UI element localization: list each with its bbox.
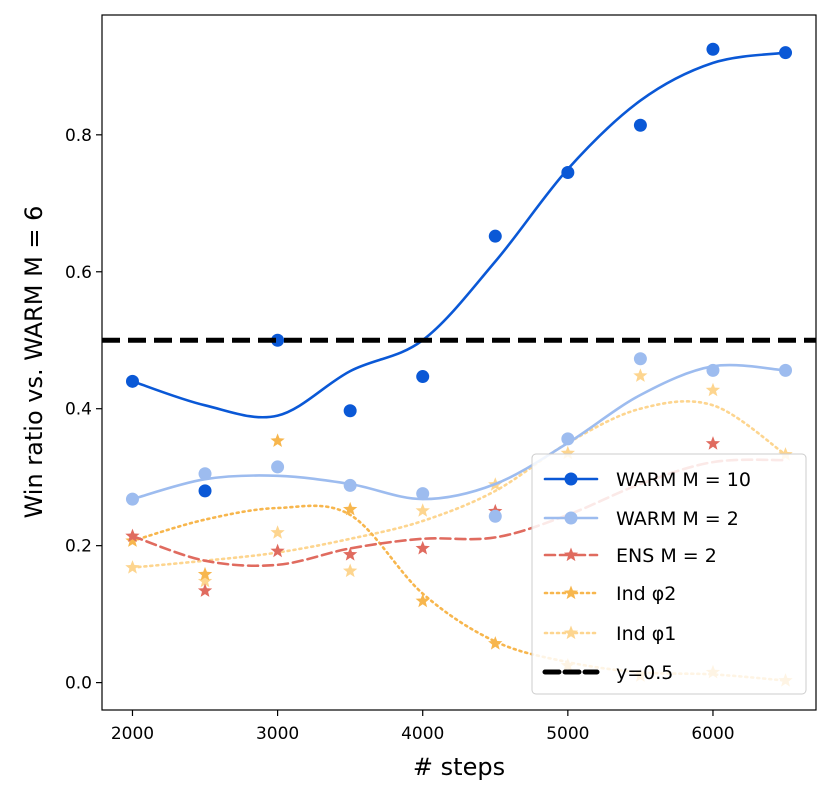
x-tick-label: 6000 (691, 724, 734, 744)
series-4-point (560, 445, 575, 460)
series-4-line (131, 400, 787, 569)
series-3-point (343, 501, 358, 516)
series-0-point (706, 42, 720, 56)
legend-box (531, 453, 807, 695)
y-tick-label: 0.6 (65, 263, 92, 283)
series-4-point (125, 560, 140, 574)
legend-label-5: y=0.5 (616, 662, 673, 684)
series-4-point (633, 368, 648, 382)
series-4-point (415, 503, 430, 517)
series-2-point (197, 583, 213, 597)
series-1-point (779, 363, 793, 377)
series-1-point (488, 509, 502, 523)
x-tick-label: 2000 (111, 724, 154, 744)
x-tick-label: 4000 (401, 724, 444, 744)
y-tick-label: 0.4 (65, 400, 92, 420)
series-0-point (125, 374, 139, 388)
series-0-point (633, 118, 647, 132)
series-1-point (125, 492, 139, 506)
series-0-point (343, 404, 357, 418)
series-1-point (271, 460, 285, 474)
series-0-point (271, 333, 285, 347)
legend: WARM M = 10 WARM M = 2 ENS M = 2 Ind φ2 Ind … (531, 453, 807, 695)
legend-marker-1 (564, 511, 578, 525)
series-4-point (705, 382, 721, 397)
x-tick-label: 3000 (256, 724, 299, 744)
series-0-line (131, 51, 787, 419)
series-3-point (197, 566, 213, 581)
series-4-point (197, 573, 213, 588)
series-0-point (198, 484, 212, 498)
legend-label-4: Ind φ1 (616, 623, 676, 645)
series-3-point (415, 593, 430, 608)
x-axis-title: # steps (413, 753, 505, 781)
series-0-point (779, 46, 793, 60)
y-tick-label: 0.0 (65, 674, 92, 694)
series-1-point (633, 352, 647, 366)
series-4-point (343, 563, 358, 578)
series-3-point (125, 533, 140, 547)
plot-frame (101, 14, 817, 711)
series-2-point (705, 436, 721, 450)
x-tick-label: 5000 (546, 724, 589, 744)
legend-marker-0 (564, 472, 578, 486)
series-2-point (125, 528, 140, 543)
legend-marker-3 (563, 585, 579, 600)
y-tick-label: 0.8 (65, 126, 92, 146)
series-1-line (131, 363, 787, 501)
series-1-point (416, 487, 430, 501)
y-axis-title: Win ratio vs. WARM M = 6 (20, 206, 48, 519)
series-0-point (561, 165, 575, 179)
y-tick-label: 0.2 (65, 537, 92, 557)
series-2-point (270, 543, 285, 558)
series-4-point (270, 525, 285, 539)
series-1-point (706, 363, 720, 377)
series-1-point (198, 467, 212, 481)
ticks-layer: 2000 3000 4000 5000 6000 0.0 0.2 0.4 0.6 0.8 (65, 126, 735, 744)
series-2-point (343, 547, 358, 561)
legend-label-0: WARM M = 10 (616, 469, 751, 491)
legend-marker-4 (563, 625, 579, 640)
series-2-point (415, 540, 430, 555)
legend-label-1: WARM M = 2 (616, 508, 739, 530)
series-0-point (416, 370, 430, 384)
series-1-point (561, 432, 575, 446)
legend-marker-2 (563, 547, 579, 562)
legend-label-2: ENS M = 2 (616, 545, 717, 567)
series-0-point (488, 229, 502, 243)
legend-label-3: Ind φ2 (616, 583, 676, 605)
series-3-point (270, 433, 285, 447)
series-1-point (343, 478, 357, 492)
series-3-point (488, 636, 503, 650)
